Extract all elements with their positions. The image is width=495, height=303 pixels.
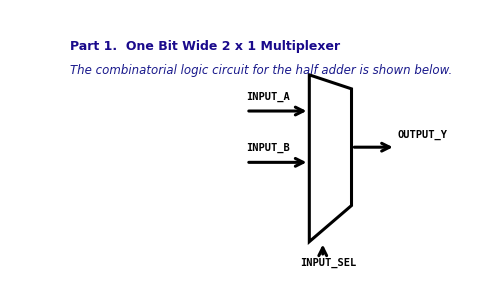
Text: INPUT_B: INPUT_B — [246, 143, 290, 153]
Text: The combinatorial logic circuit for the half adder is shown below.: The combinatorial logic circuit for the … — [69, 64, 452, 77]
Text: INPUT_SEL: INPUT_SEL — [300, 258, 356, 268]
Text: OUTPUT_Y: OUTPUT_Y — [397, 130, 447, 140]
Text: INPUT_A: INPUT_A — [246, 92, 290, 102]
Text: Part 1.  One Bit Wide 2 x 1 Multiplexer: Part 1. One Bit Wide 2 x 1 Multiplexer — [69, 40, 340, 53]
Polygon shape — [309, 75, 351, 242]
